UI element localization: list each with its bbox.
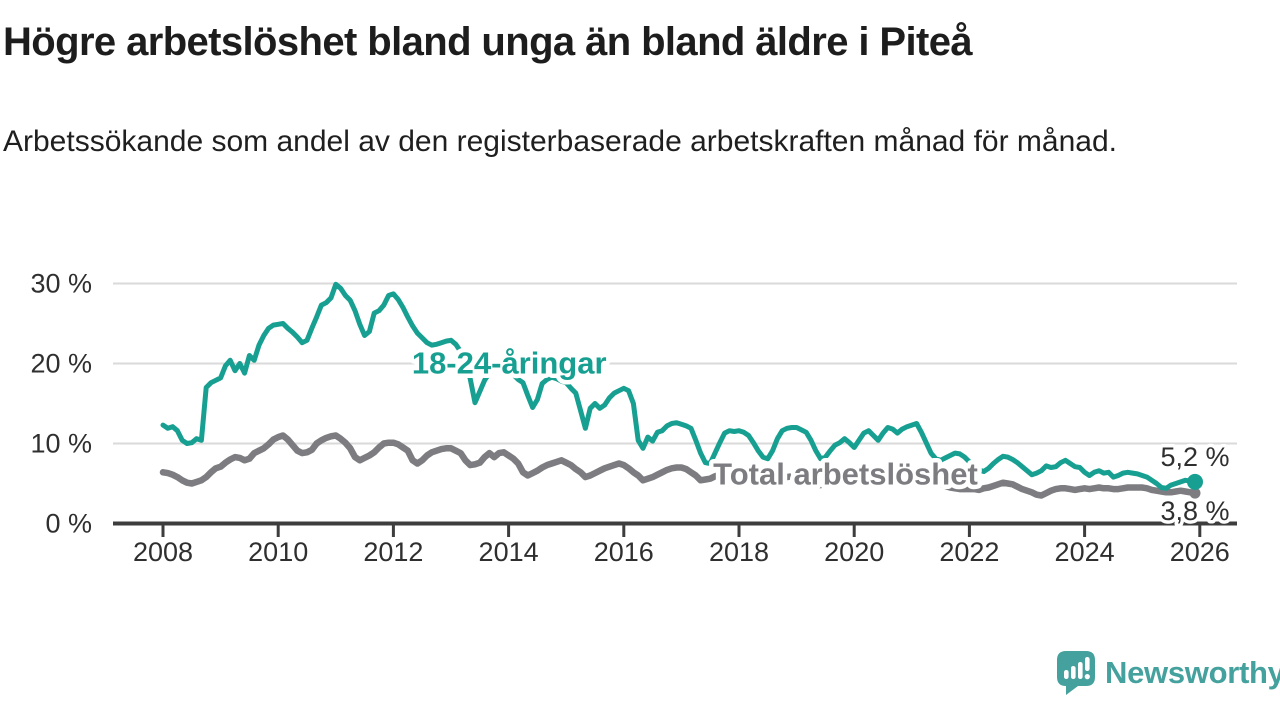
end-value-label: 5,2 % [1160, 442, 1229, 472]
series-label: 18-24-åringar [412, 346, 607, 381]
series-end-dot [1189, 487, 1201, 499]
x-tick-label: 2024 [1055, 537, 1115, 567]
newsworthy-logo: Newsworthy [1056, 650, 1280, 696]
x-tick-label: 2020 [824, 537, 884, 567]
x-tick-label: 2010 [248, 537, 308, 567]
series-label: Total arbetslöshet [713, 456, 978, 491]
series-end-dot [1187, 473, 1203, 490]
y-tick-label: 0 % [45, 509, 92, 539]
x-tick-label: 2018 [709, 537, 769, 567]
y-tick-label: 20 % [30, 349, 92, 379]
x-tick-label: 2026 [1170, 537, 1230, 567]
x-tick-label: 2012 [363, 537, 423, 567]
y-tick-label: 10 % [30, 429, 92, 459]
y-tick-label: 30 % [30, 269, 92, 299]
x-tick-label: 2022 [939, 537, 999, 567]
x-tick-label: 2016 [594, 537, 654, 567]
x-tick-label: 2008 [133, 537, 193, 567]
series-line-youth [160, 281, 1198, 491]
chart-subtitle: Arbetssökande som andel av den registerb… [3, 125, 1117, 158]
x-tick-label: 2014 [479, 537, 539, 567]
page-title: Högre arbetslöshet bland unga än bland ä… [3, 20, 973, 64]
end-value-label: 3,8 % [1160, 496, 1229, 526]
series-line-total [159, 432, 1199, 499]
newsworthy-logo-text: Newsworthy [1105, 655, 1280, 690]
newsworthy-logo-icon [1057, 651, 1095, 695]
